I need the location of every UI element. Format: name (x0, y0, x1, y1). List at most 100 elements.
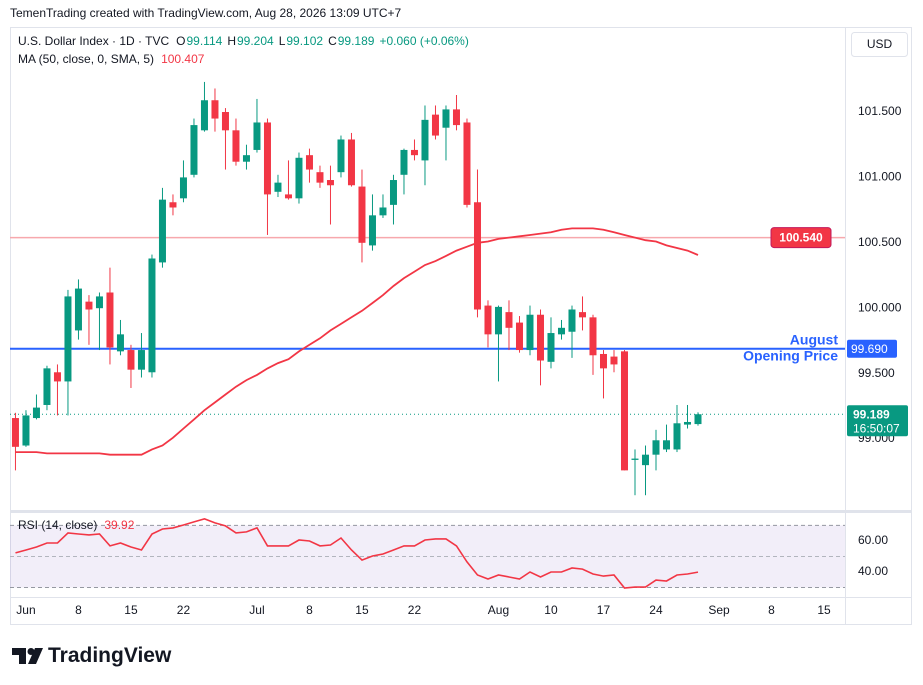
candle-body (547, 333, 555, 362)
candle-body (536, 314, 544, 361)
ohlc-value: 99.102 (286, 34, 324, 48)
ohlc-value: 99.189 (337, 34, 375, 48)
candle-body (64, 296, 72, 382)
candle-body (442, 109, 450, 128)
x-tick-label: 15 (355, 603, 369, 617)
y-tick-label: 99.500 (858, 366, 895, 380)
candle-body (158, 199, 166, 263)
candle-body (127, 350, 135, 370)
x-tick-label: 10 (544, 603, 558, 617)
candle-body (568, 309, 576, 332)
candle-body (410, 149, 418, 156)
candle-body (683, 421, 691, 425)
line-annotation: Opening Price (743, 347, 838, 363)
ma-value: 100.407 (161, 52, 205, 66)
ma-line (15, 227, 699, 456)
x-tick-label: Aug (488, 603, 509, 617)
candle-body (95, 296, 103, 309)
candle-body (673, 423, 681, 450)
candle-body (295, 157, 303, 199)
candle-body (631, 458, 639, 460)
currency-label[interactable]: USD (867, 37, 893, 51)
countdown: 16:50:07 (853, 421, 900, 435)
line-tag (770, 227, 832, 249)
candle-body (662, 440, 670, 450)
candle-body (347, 139, 355, 186)
candle-body (557, 327, 565, 335)
candle-body (337, 139, 345, 173)
candle-body (368, 215, 376, 246)
candle-body (326, 180, 334, 186)
x-tick-label: Jul (249, 603, 264, 617)
attribution: TemenTrading created with TradingView.co… (10, 6, 402, 20)
x-tick-label: 22 (177, 603, 191, 617)
candle-body (116, 334, 124, 352)
rsi-value: 39.92 (104, 518, 135, 532)
candle-body (599, 353, 607, 369)
ohlc-label: H (227, 34, 236, 48)
candle-body (53, 372, 61, 382)
rsi-tick-label: 40.00 (858, 564, 888, 578)
candle-body (148, 258, 156, 373)
candle-body (578, 312, 586, 318)
candle-body (652, 440, 660, 455)
ohlc-label: O (176, 34, 186, 48)
x-tick-label: 15 (124, 603, 138, 617)
candle-body (515, 322, 523, 351)
candle-body (400, 149, 408, 175)
candle-body (106, 292, 114, 348)
y-tick-label: 100.500 (858, 235, 902, 249)
candle-body (74, 288, 82, 331)
line-tag-label: 100.540 (779, 231, 823, 245)
candle-body (379, 207, 387, 216)
x-tick-label: 8 (768, 603, 775, 617)
logo: TradingView (12, 644, 172, 667)
axis-tag (847, 339, 897, 358)
symbol-title: U.S. Dollar Index · 1D · TVC (18, 34, 170, 48)
frame (10, 27, 912, 625)
x-tick-label: Sep (708, 603, 730, 617)
logo-text: TradingView (48, 644, 172, 667)
candle-body (316, 172, 324, 183)
candle-body (641, 454, 649, 466)
candle-body (358, 186, 366, 243)
logo-mark (28, 648, 43, 664)
rsi-name: RSI (14, close) (18, 518, 98, 532)
candle-body (221, 112, 229, 131)
candle-body (211, 100, 219, 119)
ma-name: MA (50, close, 0, SMA, 5) (18, 52, 155, 66)
price-tag-label: 99.189 (853, 407, 890, 421)
candle-body (179, 177, 187, 199)
candle-body (452, 109, 460, 126)
candle-body (620, 351, 628, 471)
candle-body (505, 312, 513, 328)
x-tick-label: 8 (306, 603, 313, 617)
candle-body (32, 407, 40, 419)
candle-body (421, 119, 429, 161)
ohlc-value: 99.114 (186, 34, 223, 48)
change: +0.060 (+0.06%) (379, 34, 469, 48)
candle-body (284, 194, 292, 199)
candle-body (305, 155, 313, 170)
candle-body (22, 415, 30, 446)
y-tick-label: 101.500 (858, 104, 902, 118)
candle-body (274, 182, 282, 192)
candle-body (694, 414, 702, 425)
candle-body (473, 202, 481, 310)
rsi-legend: RSI (14, close) 39.92 (18, 518, 135, 532)
x-tick-label: 17 (597, 603, 611, 617)
candle-body (242, 155, 250, 162)
candle-body (169, 202, 177, 208)
candle-body (263, 122, 271, 195)
ma-legend: MA (50, close, 0, SMA, 5) 100.407 (18, 52, 205, 66)
ohlc-label: L (278, 34, 286, 48)
x-tick-label: 8 (75, 603, 82, 617)
x-tick-label: 22 (408, 603, 422, 617)
rsi-tick-label: 60.00 (858, 533, 888, 547)
candle-body (190, 125, 198, 175)
currency-button[interactable] (851, 32, 908, 57)
candle-body (11, 418, 19, 447)
line-annotation: August (790, 331, 839, 347)
ohlc-value: 99.204 (236, 34, 274, 48)
